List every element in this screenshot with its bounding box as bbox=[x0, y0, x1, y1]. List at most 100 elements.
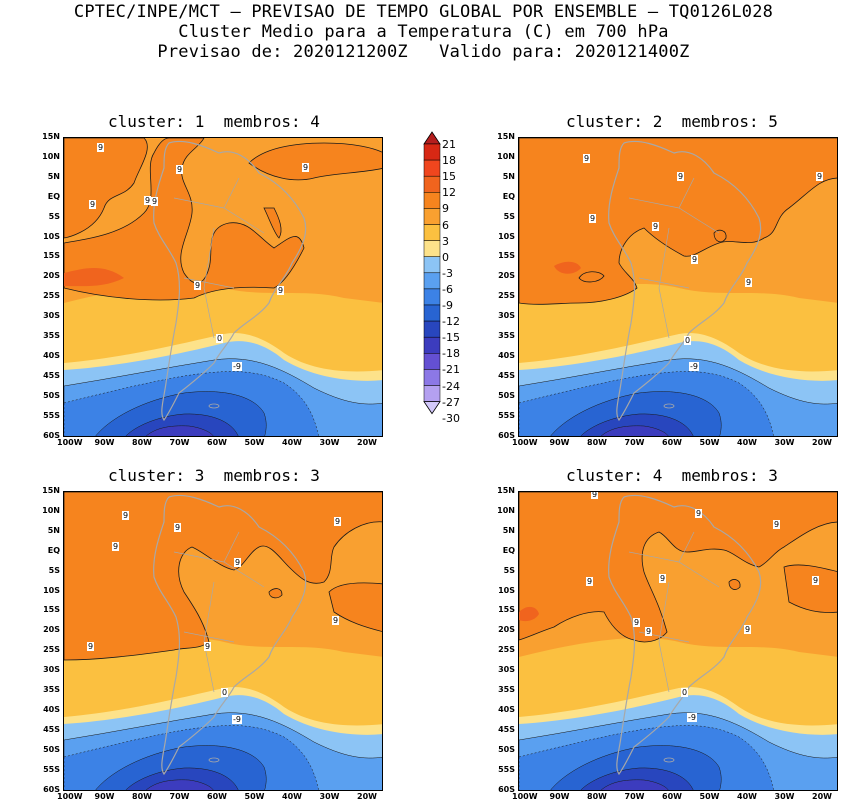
contour-label: 9 bbox=[234, 558, 242, 567]
contour-label: 9 bbox=[112, 542, 120, 551]
map-panel-1: 9 9 9 9 9 9 9 9 0 -9 bbox=[63, 137, 383, 437]
contour-label: 9 bbox=[144, 196, 152, 205]
temperature-band bbox=[580, 767, 694, 790]
colorbar-label: -3 bbox=[442, 266, 453, 280]
colorbar-segment bbox=[423, 320, 441, 338]
colorbar-label: -27 bbox=[442, 395, 460, 409]
lat-tick-label: 45S bbox=[498, 724, 515, 734]
lat-tick-label: 15S bbox=[43, 605, 60, 615]
contour-label: 9 bbox=[691, 255, 699, 264]
warm-region-9 bbox=[783, 564, 837, 613]
warm-region-9 bbox=[64, 138, 148, 239]
temperature-band bbox=[600, 425, 669, 436]
country-border bbox=[183, 277, 235, 289]
country-border bbox=[223, 177, 240, 209]
falkland-islands bbox=[208, 403, 220, 409]
contour-label: 9 bbox=[332, 616, 340, 625]
contour-label: 9 bbox=[773, 520, 781, 529]
lat-tick-label: 5N bbox=[502, 525, 515, 535]
lat-tick-label: 55S bbox=[43, 764, 60, 774]
lat-tick-label: 5N bbox=[47, 171, 60, 181]
colorbar-segment bbox=[423, 288, 441, 306]
warm-region-9 bbox=[64, 138, 305, 301]
lat-tick-label: EQ bbox=[502, 191, 515, 201]
lon-tick-label: 20W bbox=[357, 438, 377, 447]
colorbar-label: 0 bbox=[442, 250, 449, 264]
contour-label: 9 bbox=[589, 214, 597, 223]
contour-label: 9 bbox=[816, 172, 824, 181]
warm-region-12 bbox=[519, 606, 539, 622]
colorbar-segment bbox=[423, 208, 441, 225]
country-border bbox=[203, 227, 215, 289]
lon-tick-label: 100W bbox=[57, 792, 83, 801]
lon-tick-label: 50W bbox=[244, 792, 265, 801]
lat-tick-label: 45S bbox=[498, 370, 515, 380]
lat-tick-label: 15N bbox=[497, 486, 515, 495]
contour-label: -9 bbox=[687, 713, 697, 722]
lat-tick-label: 55S bbox=[43, 410, 60, 420]
lat-tick-label: EQ bbox=[47, 191, 60, 201]
title-line-3: Previsao de: 2020121200Z Valido para: 20… bbox=[157, 42, 690, 62]
lat-tick-label: 15S bbox=[43, 251, 60, 261]
lon-tick-label: 100W bbox=[57, 438, 83, 447]
warm-region-9 bbox=[248, 142, 382, 181]
map-panel-4: 9 9 9 9 9 9 9 9 9 0 -9 bbox=[518, 491, 838, 791]
contour-label: 9 bbox=[633, 618, 641, 627]
lat-tick-label: 40S bbox=[498, 350, 515, 360]
colorbar-label: -15 bbox=[442, 331, 460, 345]
contour-label: 9 bbox=[744, 625, 752, 634]
contour-label: 9 bbox=[586, 577, 594, 586]
warm-region-9 bbox=[268, 588, 283, 599]
lon-tick-label: 20W bbox=[357, 792, 377, 801]
lat-tick-label: 55S bbox=[498, 410, 515, 420]
lat-tick-label: 45S bbox=[43, 370, 60, 380]
lat-tick-label: 30S bbox=[43, 665, 60, 675]
lat-tick-label: 60S bbox=[498, 784, 515, 794]
p3-field bbox=[64, 492, 382, 790]
temperature-band bbox=[125, 413, 239, 436]
lat-tick-label: 15N bbox=[42, 132, 60, 141]
lon-tick-label: 90W bbox=[94, 438, 115, 447]
lon-tick-label: 50W bbox=[699, 792, 720, 801]
title-line-1: CPTEC/INPE/MCT – PREVISAO DE TEMPO GLOBA… bbox=[73, 2, 774, 22]
lon-tick-label: 20W bbox=[812, 792, 832, 801]
lat-tick-label: 10S bbox=[43, 231, 60, 241]
colorbar-label: -18 bbox=[442, 347, 460, 361]
lon-tick-label: 40W bbox=[282, 438, 302, 447]
contour-label: 9 bbox=[89, 200, 97, 209]
lat-tick-label: 35S bbox=[43, 331, 60, 340]
lat-tick-label: 5N bbox=[502, 171, 515, 181]
warm-region-12 bbox=[64, 268, 124, 287]
country-border bbox=[678, 177, 695, 209]
contour-label: 9 bbox=[277, 286, 285, 295]
south-america-coastline bbox=[153, 140, 307, 422]
lon-tick-label: 90W bbox=[549, 792, 570, 801]
lon-tick-label: 100W bbox=[512, 438, 538, 447]
colorbar-segment bbox=[423, 353, 441, 370]
colorbar-label: -9 bbox=[442, 299, 453, 312]
colorbar-label: -24 bbox=[442, 379, 460, 393]
lat-tick-label: 15N bbox=[497, 132, 515, 141]
contour-label: 9 bbox=[87, 642, 95, 651]
lon-tick-label: 70W bbox=[169, 438, 190, 447]
colorbar-label: 9 bbox=[442, 202, 449, 216]
contour-label: 9 bbox=[302, 163, 310, 172]
contour-label: 0 bbox=[681, 688, 689, 697]
lat-tick-label: 20S bbox=[43, 271, 60, 281]
warm-region-12 bbox=[554, 261, 581, 274]
warm-region-9 bbox=[728, 579, 741, 590]
falkland-islands bbox=[663, 757, 675, 763]
contour-label: 9 bbox=[97, 143, 105, 152]
contour-label: 9 bbox=[151, 197, 159, 206]
warm-region-9 bbox=[263, 207, 282, 239]
lon-tick-label: 60W bbox=[662, 438, 682, 447]
panel-2-title: cluster: 2 membros: 5 bbox=[566, 112, 778, 131]
contour-label: 9 bbox=[204, 642, 212, 651]
contour-label: 9 bbox=[176, 165, 184, 174]
contour-label: 9 bbox=[745, 278, 753, 287]
p2-field bbox=[519, 138, 837, 436]
panel-3-title: cluster: 3 membros: 3 bbox=[108, 466, 320, 485]
contour-label: 9 bbox=[174, 523, 182, 532]
colorbar-segment bbox=[423, 159, 441, 177]
lat-tick-label: 5S bbox=[48, 211, 60, 221]
